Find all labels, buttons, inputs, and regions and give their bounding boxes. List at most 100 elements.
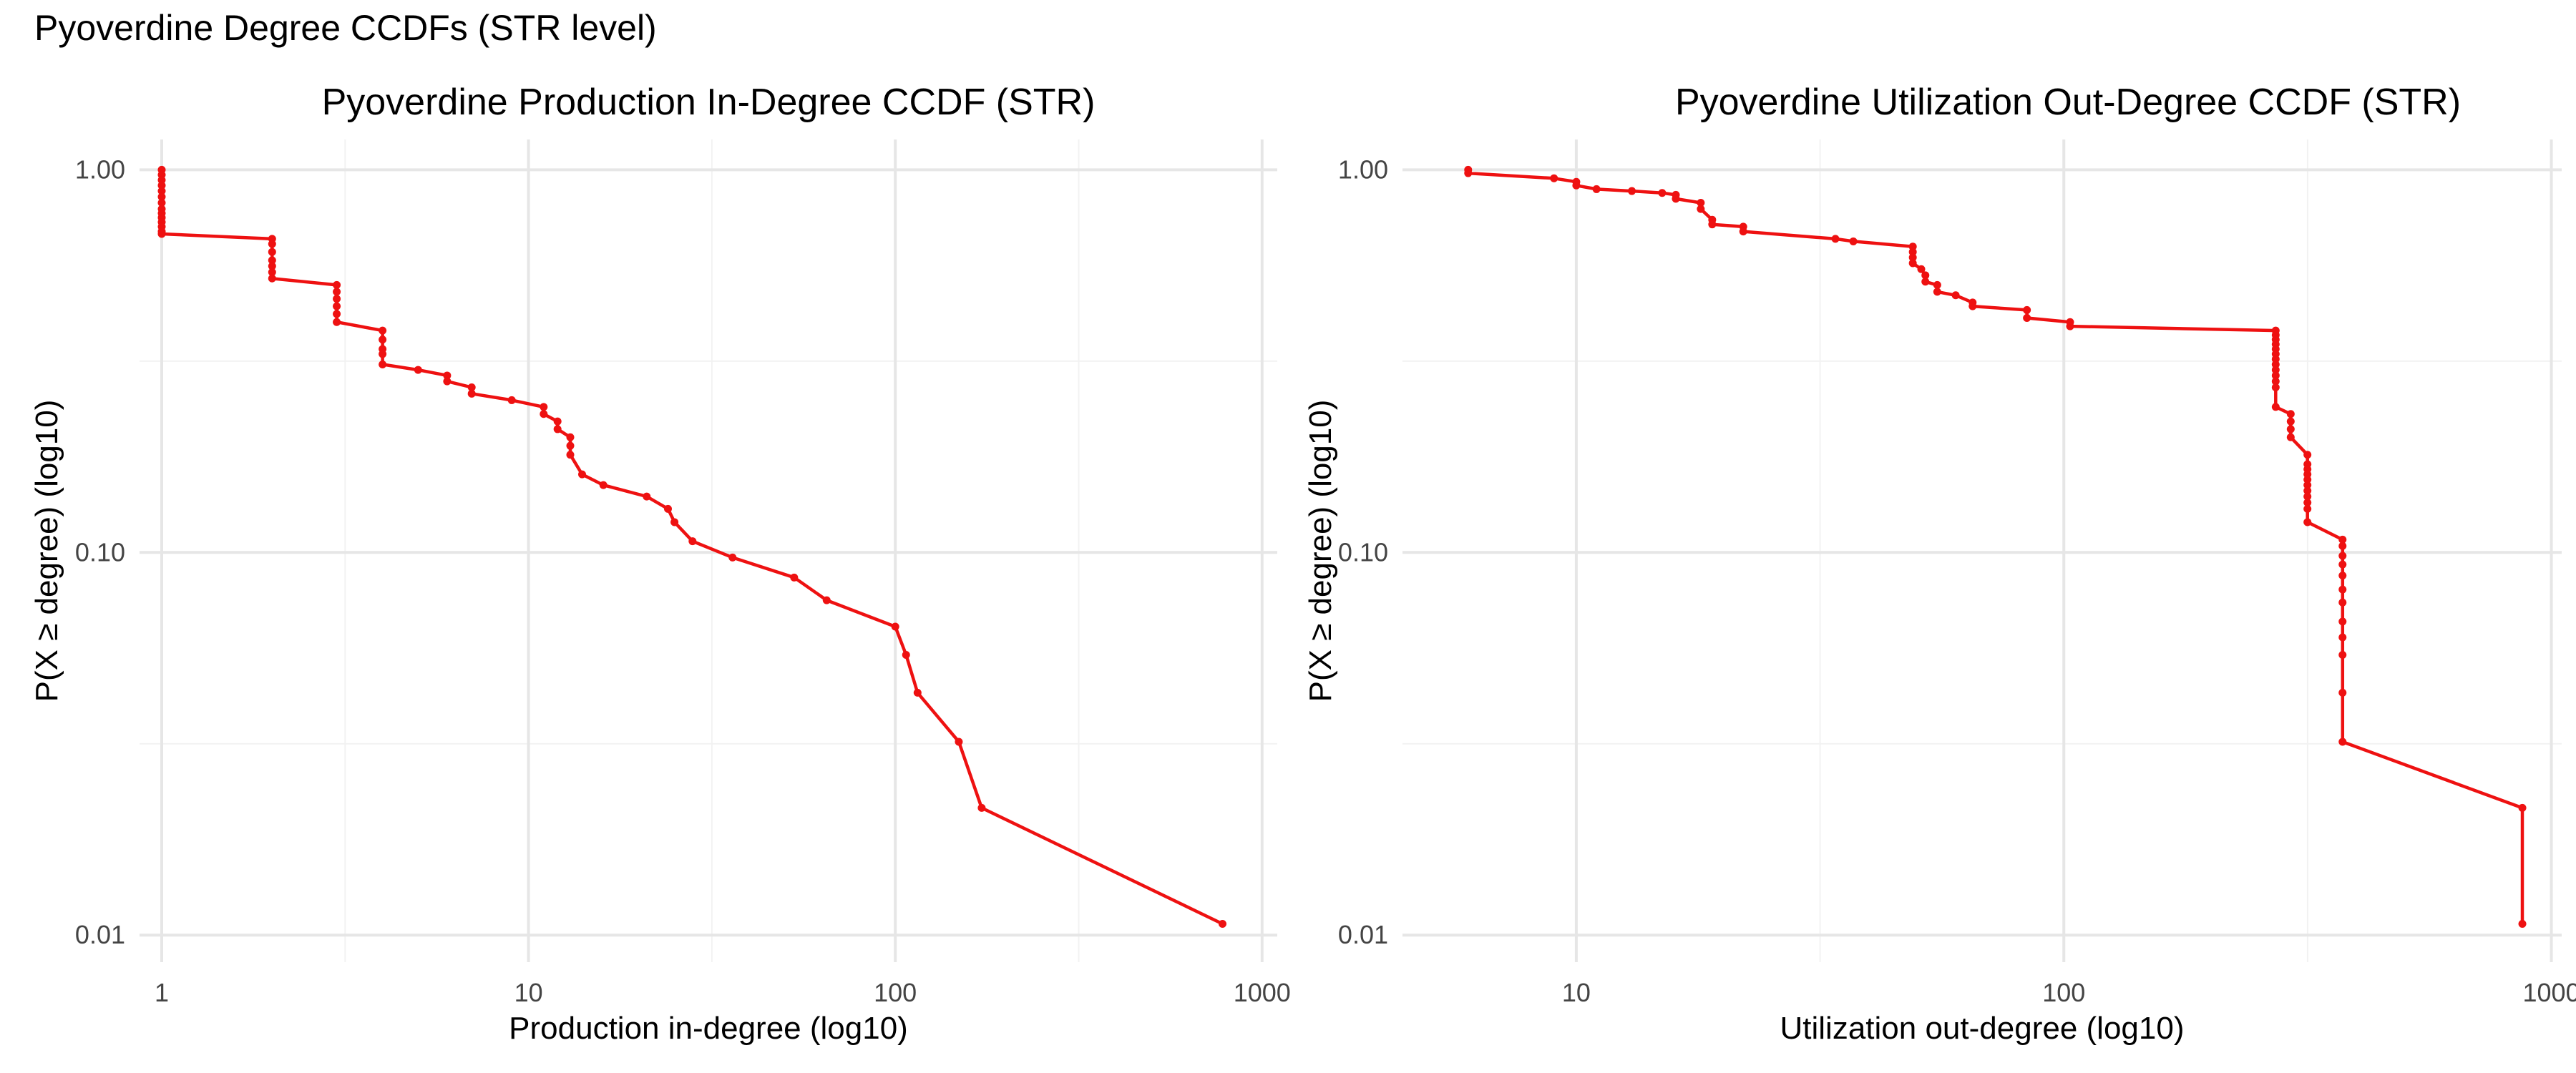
data-point [1672, 195, 1680, 203]
data-point [1933, 280, 1941, 289]
data-point [2023, 305, 2031, 314]
data-point [157, 187, 166, 195]
data-point [2338, 572, 2347, 580]
y-tick-label: 0.10 [1338, 537, 1388, 567]
data-point [566, 441, 575, 450]
data-point [157, 181, 166, 190]
data-point [2023, 313, 2031, 322]
data-point [2271, 377, 2280, 386]
data-point [268, 274, 276, 283]
data-point [1921, 271, 1930, 280]
data-point [157, 230, 166, 238]
data-point [2271, 403, 2280, 411]
data-point [1628, 187, 1636, 195]
data-point [467, 389, 476, 398]
data-point [1849, 237, 1858, 245]
data-point [1831, 235, 1840, 243]
data-point [902, 650, 910, 659]
data-point [553, 417, 562, 426]
data-point [1708, 220, 1717, 229]
data-point [1908, 259, 1917, 268]
data-point [2303, 481, 2312, 489]
data-point [2286, 425, 2295, 433]
data-point [333, 295, 341, 303]
data-point [2286, 410, 2295, 418]
data-point [2303, 492, 2312, 501]
data-point [443, 371, 452, 380]
figure-title: Pyoverdine Degree CCDFs (STR level) [34, 8, 657, 48]
data-point [2303, 486, 2312, 495]
data-point [379, 335, 387, 344]
data-point [1218, 920, 1226, 929]
data-point [2518, 920, 2527, 929]
data-point [728, 553, 737, 562]
data-point [333, 318, 341, 326]
y-tick-label: 0.01 [75, 920, 125, 949]
y-axis-label: P(X ≥ degree) (log10) [29, 400, 64, 702]
data-point [2338, 688, 2347, 697]
data-point [333, 280, 341, 289]
data-point [379, 326, 387, 335]
data-point [268, 268, 276, 277]
data-point [1592, 185, 1601, 193]
data-point [507, 396, 516, 404]
panel-title: Pyoverdine Production In-Degree CCDF (ST… [322, 82, 1096, 123]
data-point [157, 176, 166, 185]
data-point [553, 425, 562, 433]
data-point [268, 240, 276, 248]
data-point [157, 192, 166, 201]
data-point [2303, 451, 2312, 459]
data-point [822, 596, 831, 604]
x-tick-label: 10 [514, 978, 543, 1007]
y-tick-label: 0.10 [75, 537, 125, 567]
data-point [1933, 288, 1941, 296]
data-point [566, 451, 575, 459]
x-axis-label: Production in-degree (log10) [509, 1011, 908, 1046]
data-point [268, 256, 276, 265]
x-tick-label: 1 [155, 978, 169, 1007]
data-point [540, 403, 548, 411]
data-point [2286, 417, 2295, 426]
y-axis-label: P(X ≥ degree) (log10) [1303, 400, 1338, 702]
data-point [891, 622, 899, 631]
data-point [414, 366, 422, 374]
data-point [955, 738, 963, 746]
data-point [2338, 650, 2347, 659]
data-point [333, 288, 341, 296]
data-point [2286, 433, 2295, 441]
x-tick-label: 100 [2042, 978, 2085, 1007]
data-point [467, 383, 476, 392]
data-point [2066, 322, 2074, 330]
data-point [1908, 253, 1917, 262]
data-point [1968, 302, 1977, 310]
data-point [2338, 542, 2347, 550]
data-point [566, 433, 575, 441]
y-tick-label: 0.01 [1338, 920, 1388, 949]
data-point [577, 470, 586, 479]
data-point [599, 481, 608, 489]
x-axis-label: Utilization out-degree (log10) [1780, 1011, 2185, 1046]
data-point [379, 360, 387, 368]
x-tick-label: 1000 [1234, 978, 1291, 1007]
data-point [2338, 585, 2347, 594]
data-point [2338, 535, 2347, 544]
data-point [2338, 738, 2347, 746]
data-point [2338, 617, 2347, 626]
y-tick-label: 1.00 [1338, 155, 1388, 184]
data-point [790, 573, 799, 582]
data-point [2271, 371, 2280, 380]
series-line [1466, 170, 2524, 924]
data-point [443, 377, 452, 386]
series-line [160, 170, 1224, 926]
data-point [2271, 366, 2280, 374]
panel-title: Pyoverdine Utilization Out-Degree CCDF (… [1675, 82, 2461, 123]
data-point [2518, 803, 2527, 812]
data-point [977, 803, 986, 812]
data-point [333, 302, 341, 310]
data-point [268, 248, 276, 256]
x-tick-label: 10 [1562, 978, 1591, 1007]
data-point [379, 350, 387, 358]
data-point [1697, 205, 1705, 213]
data-point [2303, 504, 2312, 513]
